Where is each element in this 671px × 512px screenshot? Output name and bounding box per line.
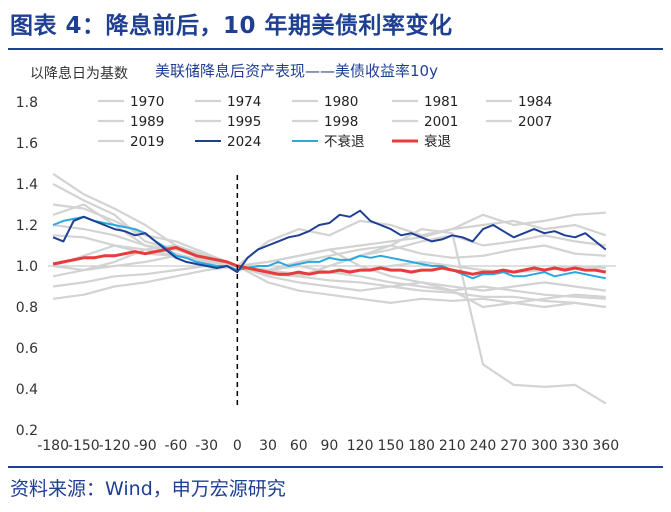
series-line-1984 — [52, 244, 606, 309]
legend-label: 衰退 — [424, 133, 451, 150]
series-line-2019 — [52, 183, 606, 309]
series-line-2024 — [52, 209, 607, 274]
y-tick-label: 0.6 — [16, 341, 38, 357]
x-tick-label: 60 — [290, 438, 308, 454]
x-tick-label: -60 — [164, 438, 187, 454]
legend-label: 1974 — [227, 94, 261, 110]
x-tick-label: 300 — [531, 438, 558, 454]
x-tick-label: 0 — [233, 438, 242, 454]
title-rule — [8, 48, 663, 50]
x-tick-label: -90 — [134, 438, 157, 454]
legend-label: 1981 — [424, 94, 458, 110]
x-tick-label: 180 — [408, 438, 435, 454]
chart-title: 美联储降息后资产表现——美债收益率10y — [155, 62, 438, 80]
series-line-1970 — [52, 172, 606, 268]
legend-label: 1970 — [130, 94, 164, 110]
x-tick-label: 360 — [592, 438, 619, 454]
series-line-2001 — [52, 248, 606, 292]
y-tick-label: 1.4 — [16, 177, 38, 193]
legend-label: 1984 — [518, 94, 552, 110]
legend-label: 不衰退 — [324, 133, 365, 150]
legend-label: 1995 — [227, 114, 261, 130]
series-line-1995 — [52, 203, 606, 278]
figure-title: 图表 4：降息前后，10 年期美债利率变化 — [10, 13, 453, 39]
y-tick-label: 0.8 — [16, 300, 38, 316]
x-tick-label: 90 — [321, 438, 339, 454]
x-tick-label: 240 — [470, 438, 497, 454]
y-tick-label: 1.2 — [16, 218, 38, 234]
legend: 1970 1974 1980 1981 1984 1989 1995 1998 2001 2007… — [98, 94, 552, 150]
y-axis-ticks: 0.2 0.4 0.6 0.8 1.0 1.2 1.4 1.6 1.8 — [16, 95, 38, 439]
series-layer — [52, 172, 607, 405]
x-tick-label: 330 — [562, 438, 589, 454]
y-tick-label: 1.6 — [16, 136, 38, 152]
x-tick-label: 30 — [259, 438, 277, 454]
x-tick-label: 120 — [347, 438, 374, 454]
legend-label: 2019 — [130, 134, 164, 150]
x-tick-label: 270 — [500, 438, 527, 454]
x-tick-label: -180 — [37, 438, 69, 454]
x-tick-label: -120 — [99, 438, 131, 454]
y-tick-label: 1.0 — [16, 259, 38, 275]
x-axis-ticks: -180-150-120 -90 -60 -30 0 30 60 90 120 150 180 210… — [37, 438, 619, 454]
x-tick-label: 210 — [439, 438, 466, 454]
legend-label: 2007 — [518, 114, 552, 130]
legend-label: 1989 — [130, 114, 164, 130]
legend-label: 2024 — [227, 134, 261, 150]
legend-label: 1998 — [324, 114, 358, 130]
x-tick-label: -30 — [195, 438, 218, 454]
y-tick-label: 0.2 — [16, 423, 38, 439]
y-tick-label: 1.8 — [16, 95, 38, 111]
y-axis-label: 以降息日为基数 — [30, 65, 128, 82]
x-tick-label: -150 — [68, 438, 100, 454]
source-note: 资料来源：Wind，申万宏源研究 — [10, 478, 286, 500]
series-line-衰退 — [52, 246, 607, 276]
series-line-1974 — [52, 244, 606, 288]
y-tick-label: 0.4 — [16, 382, 38, 398]
legend-label: 2001 — [424, 114, 458, 130]
source-rule — [8, 466, 663, 468]
x-tick-label: 150 — [377, 438, 404, 454]
legend-label: 1980 — [324, 94, 358, 110]
